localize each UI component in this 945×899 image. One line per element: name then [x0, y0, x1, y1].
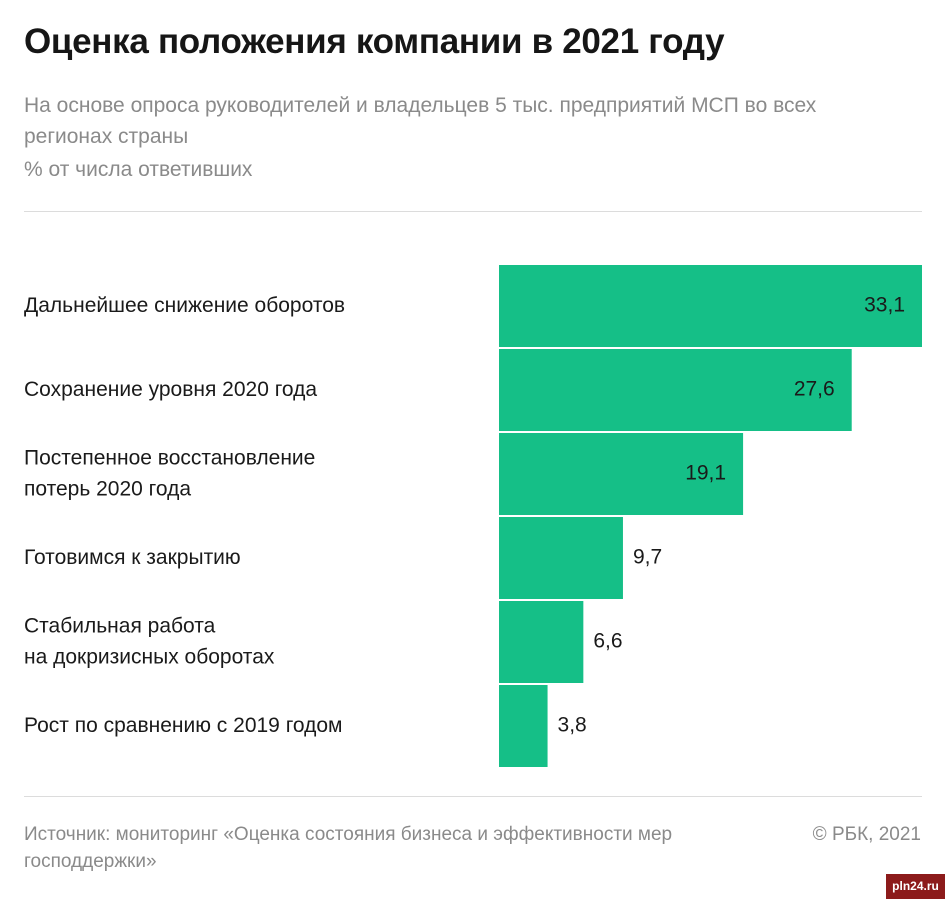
- bar: [499, 517, 623, 599]
- category-label-line: Рост по сравнению с 2019 годом: [24, 714, 342, 737]
- chart-title: Оценка положения компании в 2021 году: [24, 22, 725, 61]
- category-label-line: Постепенное восстановление: [24, 446, 315, 469]
- category-label: Постепенное восстановление потерь 2020 го…: [24, 446, 315, 500]
- unit-label: % от числа ответивших: [24, 158, 253, 181]
- category-label: Дальнейшее снижение оборотов: [24, 294, 345, 317]
- bar: [499, 685, 548, 767]
- value-label: 33,1: [864, 294, 905, 317]
- bar: [499, 349, 852, 431]
- chart-subtitle: На основе опроса руководителей и владель…: [24, 94, 817, 148]
- value-label: 9,7: [633, 546, 662, 569]
- bar: [499, 601, 584, 683]
- category-label-line: Дальнейшее снижение оборотов: [24, 294, 345, 317]
- value-label: 3,8: [558, 714, 587, 737]
- category-label-line: Сохранение уровня 2020 года: [24, 378, 317, 401]
- bar: [499, 433, 744, 515]
- category-label: Готовимся к закрытию: [24, 546, 241, 569]
- top-divider: [24, 211, 922, 212]
- category-label-line: потерь 2020 года: [24, 477, 191, 500]
- category-label: Сохранение уровня 2020 года: [24, 378, 317, 401]
- value-label: 19,1: [685, 462, 726, 485]
- bar: [499, 265, 922, 347]
- source-note: Источник: мониторинг «Оценка состояния б…: [24, 824, 673, 872]
- category-label: Стабильная работа на докризисных оборотах: [24, 614, 275, 668]
- value-label: 6,6: [593, 630, 622, 653]
- value-label: 27,6: [794, 378, 835, 401]
- category-label-line: Стабильная работа: [24, 614, 216, 637]
- category-label: Рост по сравнению с 2019 годом: [24, 714, 342, 737]
- category-label-line: на докризисных оборотах: [24, 645, 275, 668]
- bottom-divider: [24, 796, 922, 797]
- copyright: © РБК, 2021: [812, 824, 921, 845]
- watermark-badge: pln24.ru: [886, 874, 945, 899]
- category-label-line: Готовимся к закрытию: [24, 546, 241, 569]
